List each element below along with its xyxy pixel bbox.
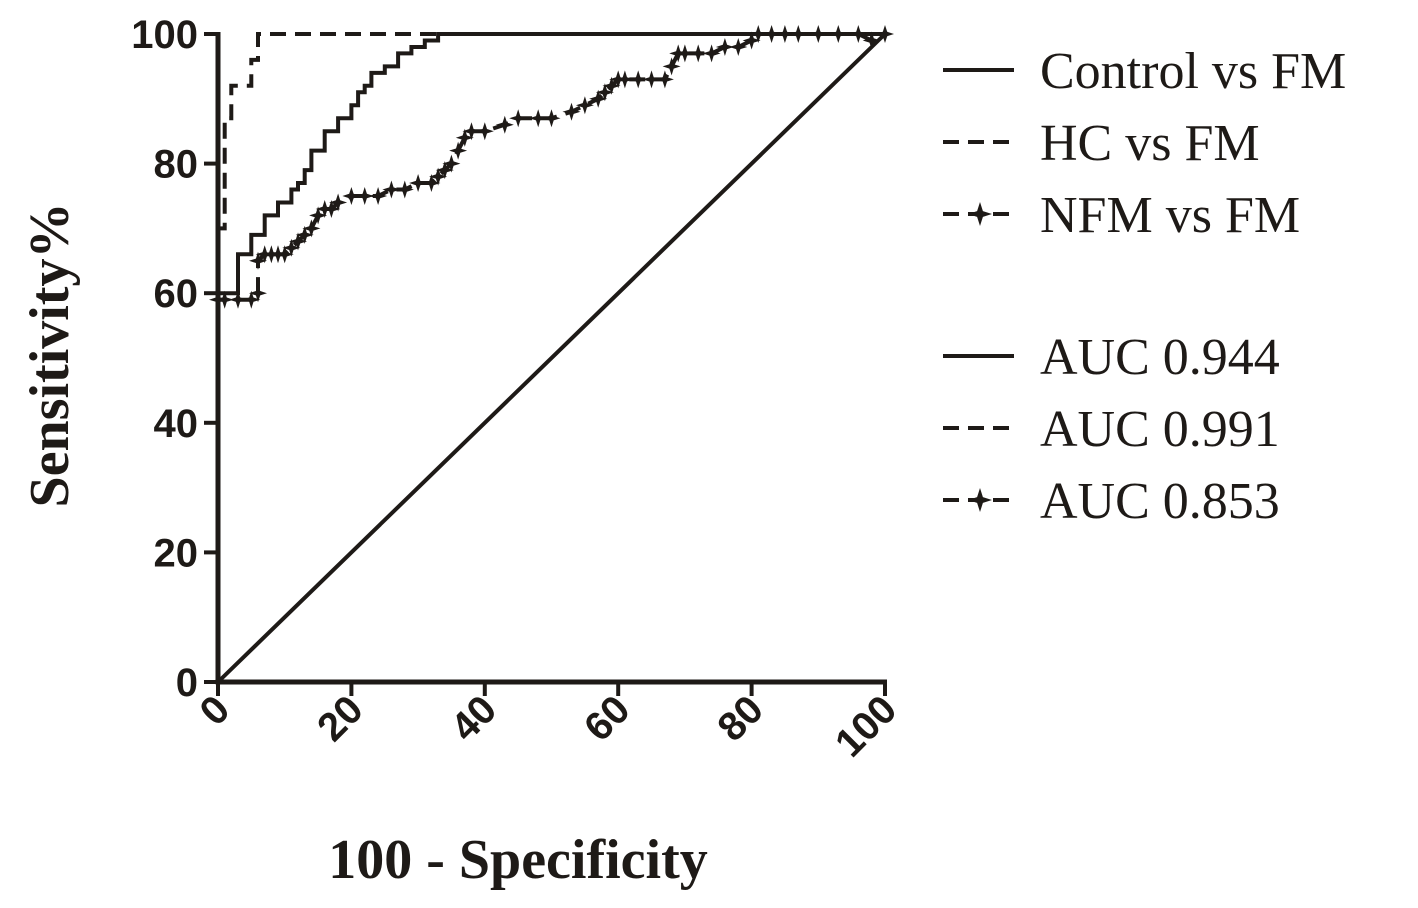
legend-label: AUC 0.991 <box>1040 401 1280 458</box>
series-point <box>862 31 881 50</box>
series-point <box>215 290 234 309</box>
series-point <box>742 31 761 50</box>
series-point <box>562 102 581 121</box>
legend-auc-entry: AUC 0.944 <box>943 329 1280 386</box>
legend-label: NFM vs FM <box>1040 187 1300 244</box>
series-point <box>655 70 674 89</box>
y-axis-title: Sensitivity% <box>19 203 81 508</box>
series-point <box>702 44 721 63</box>
series-point <box>542 109 561 128</box>
series-point <box>449 141 468 160</box>
series-point <box>295 225 314 244</box>
axes-layer <box>215 32 887 685</box>
series-point <box>275 245 294 264</box>
legend-label: AUC 0.944 <box>1040 329 1280 386</box>
y-tick-label: 80 <box>154 143 199 187</box>
series-point <box>809 25 828 43</box>
series-2 <box>216 32 885 682</box>
series-point <box>282 238 301 257</box>
x-tick-label: 80 <box>709 687 772 750</box>
series-point <box>715 38 734 56</box>
x-tick-label: 0 <box>192 687 239 734</box>
series-point <box>642 70 661 89</box>
series-point <box>775 25 794 43</box>
x-tick-label: 100 <box>827 687 905 765</box>
reference-line-layer <box>216 32 887 684</box>
y-tick-label: 40 <box>154 402 199 446</box>
series-line <box>216 32 885 682</box>
series-point <box>629 70 648 89</box>
series-point <box>749 25 768 43</box>
legend-series-entry: HC vs FM <box>943 115 1260 172</box>
legend-auc-entry: AUC 0.991 <box>943 401 1280 458</box>
x-axis-title: 100 - Specificity <box>328 829 707 891</box>
series-point <box>309 206 328 225</box>
series-line <box>216 32 885 682</box>
series-3 <box>209 25 894 691</box>
series-point <box>455 128 474 147</box>
series-point <box>595 83 614 102</box>
series-point <box>369 187 388 205</box>
series-point <box>322 200 341 218</box>
series-point <box>302 219 321 238</box>
series-point <box>475 122 494 141</box>
legend-label: HC vs FM <box>1040 115 1260 172</box>
y-tick-label: 20 <box>154 531 199 575</box>
series-point <box>675 44 694 63</box>
series-point <box>442 154 461 173</box>
series-point <box>662 57 681 76</box>
series-point <box>462 122 481 141</box>
series-point <box>575 96 594 115</box>
series-point <box>249 284 267 303</box>
reference-diagonal-line <box>216 32 887 684</box>
legend-marker <box>968 488 992 512</box>
legend-series-entry: NFM vs FM <box>943 187 1300 244</box>
series-point <box>762 25 781 43</box>
series-point <box>342 187 361 205</box>
series-point <box>355 187 374 205</box>
series-point <box>876 25 894 43</box>
series-point <box>529 109 548 128</box>
legend-label: Control vs FM <box>1040 43 1346 100</box>
series-point <box>849 25 868 43</box>
series-point <box>729 38 748 56</box>
legend: Control vs FM AUC 0.944 HC vs FM AUC 0.991 N… <box>943 43 1346 530</box>
series-point <box>789 25 808 43</box>
series-point <box>395 180 414 199</box>
series-point <box>602 76 621 95</box>
series-point <box>615 70 634 89</box>
x-tick-label: 20 <box>309 687 372 750</box>
series-point <box>382 180 401 199</box>
series-point <box>329 193 348 212</box>
series-point <box>429 167 448 186</box>
series-point <box>289 232 307 251</box>
legend-series-entry: Control vs FM <box>943 43 1346 100</box>
series-point <box>242 290 261 309</box>
y-tick-label: 100 <box>131 13 198 57</box>
x-tick-label: 40 <box>443 687 506 750</box>
series-point <box>689 44 708 63</box>
series-point <box>495 115 514 134</box>
y-tick-label: 60 <box>154 272 199 316</box>
x-tick-label: 60 <box>576 687 639 750</box>
series-point <box>249 251 267 270</box>
series-point <box>509 109 528 128</box>
series-layer <box>209 25 894 691</box>
y-tick-label: 0 <box>176 661 198 705</box>
series-1 <box>216 32 885 682</box>
legend-auc-entry: AUC 0.853 <box>943 473 1280 530</box>
legend-label: AUC 0.853 <box>1040 473 1280 530</box>
series-point <box>229 290 247 309</box>
series-point <box>589 89 608 108</box>
series-point <box>435 161 454 180</box>
series-point <box>829 25 848 43</box>
series-point <box>409 174 428 192</box>
legend-marker <box>968 202 992 226</box>
series-point <box>422 174 441 192</box>
